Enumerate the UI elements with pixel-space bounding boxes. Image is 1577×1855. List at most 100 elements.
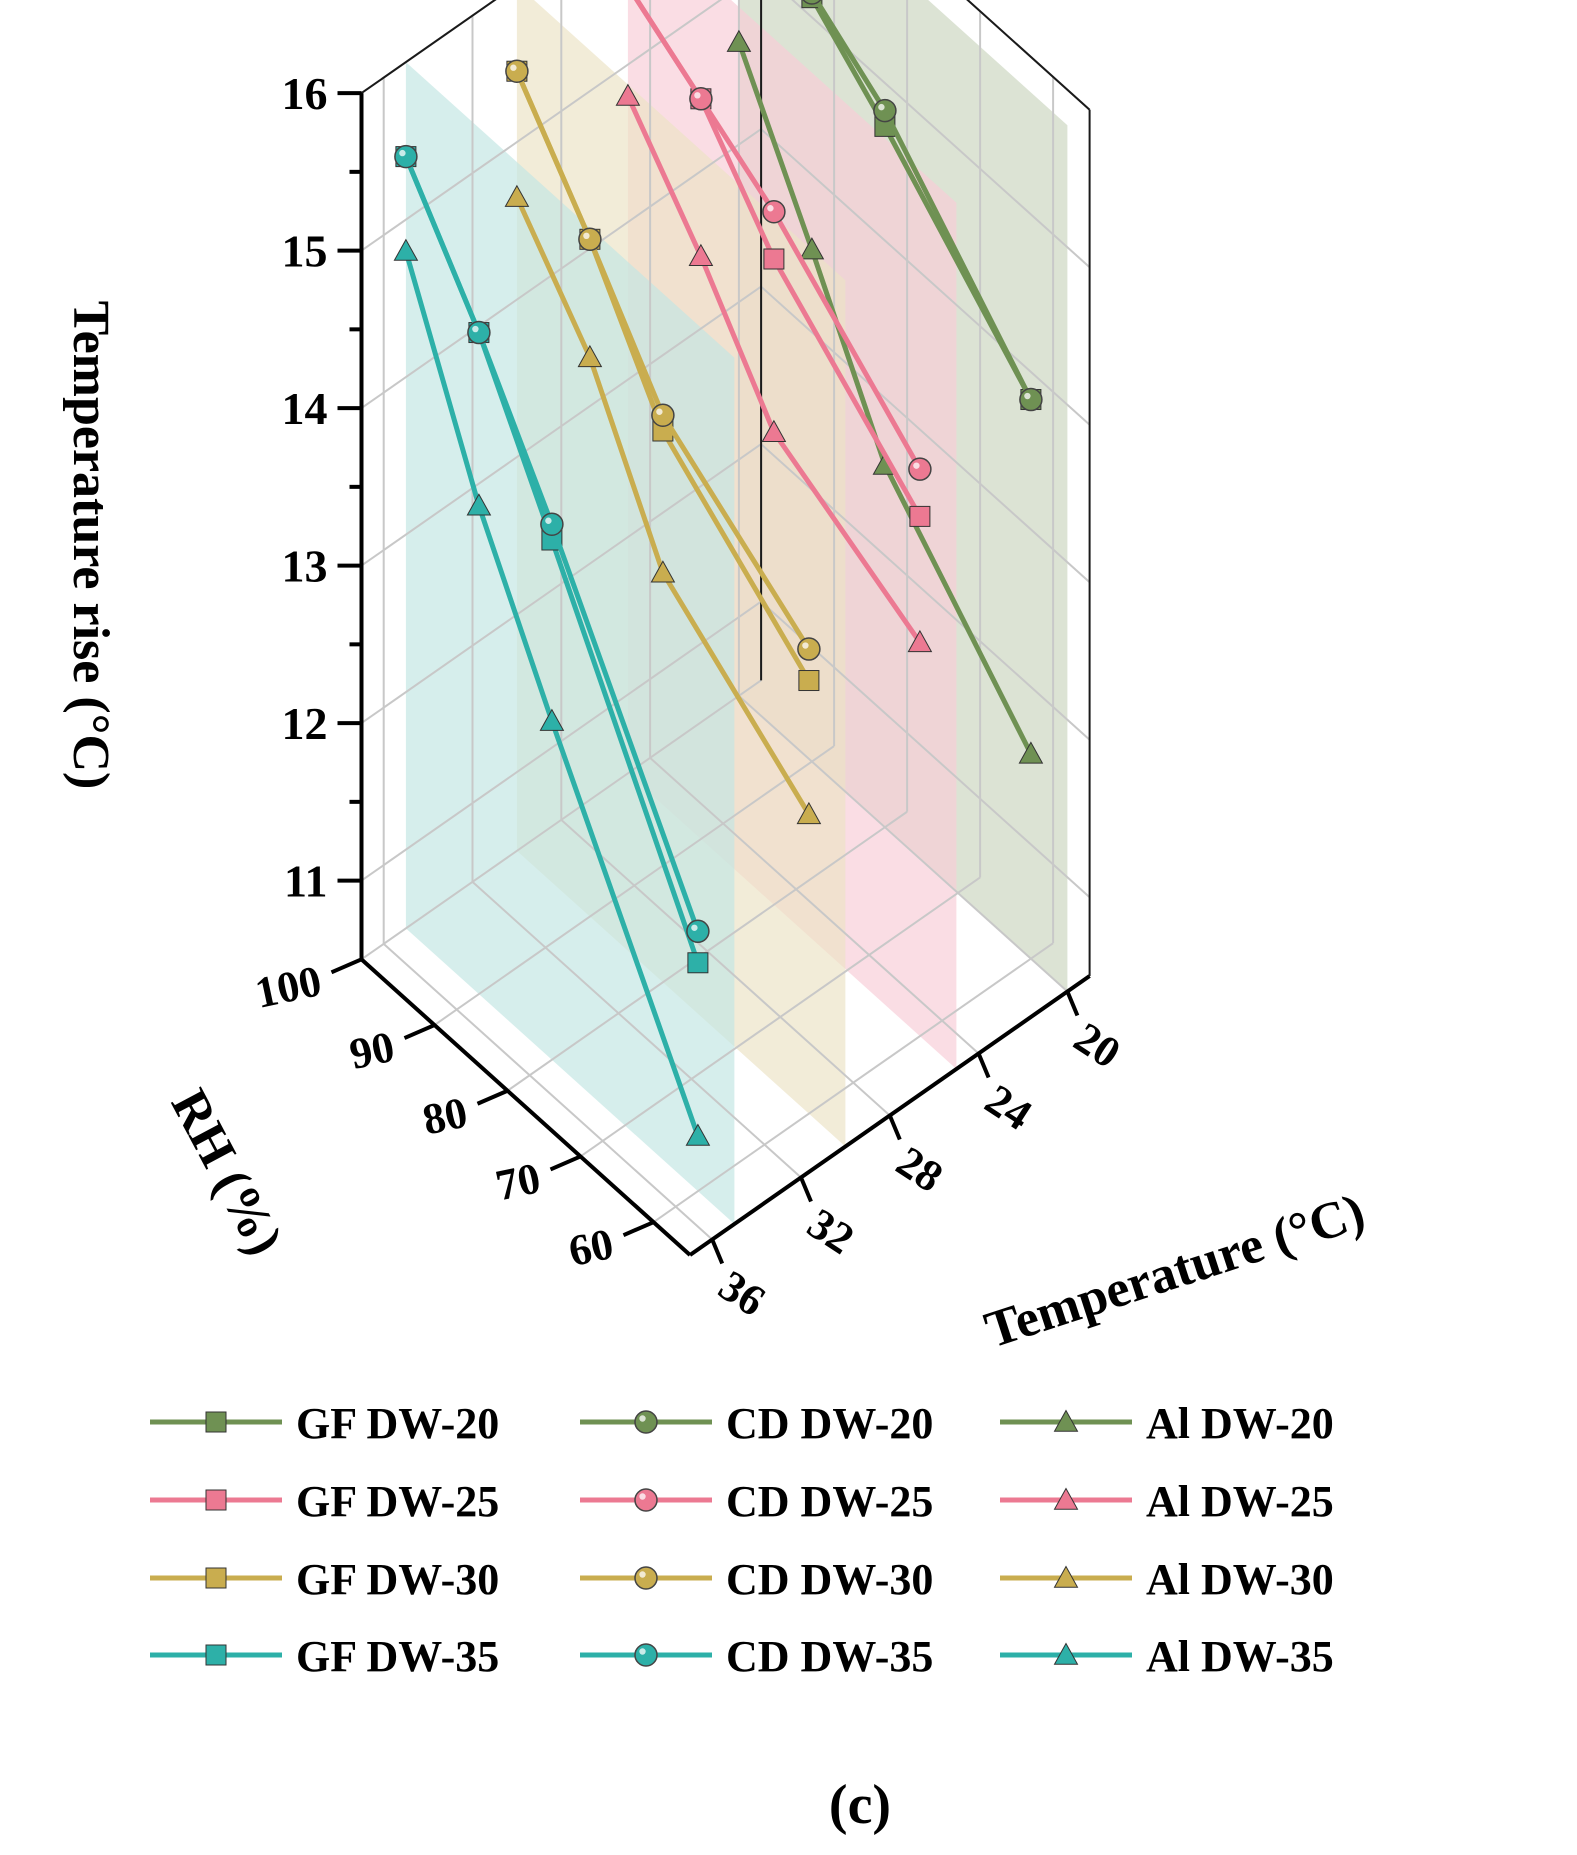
legend-label: Al DW-35 (1146, 1632, 1334, 1681)
legend-label: CD DW-20 (726, 1399, 933, 1448)
data-point (394, 144, 418, 169)
legend-marker-shine (639, 1571, 646, 1578)
legend-marker (634, 1488, 658, 1512)
z-tick-label: 15 (282, 226, 328, 277)
legend-label: GF DW-30 (296, 1555, 499, 1604)
rh-axis-line (360, 957, 692, 1257)
rh-tick-label: 70 (491, 1153, 544, 1210)
legend-marker (1053, 1642, 1079, 1665)
legend-item: CD DW-30 (580, 1555, 933, 1604)
data-point-shine (472, 325, 479, 333)
legend-label: Al DW-25 (1146, 1477, 1334, 1526)
series-line (514, 70, 812, 651)
grid-floor-t (471, 881, 802, 1179)
data-point (578, 227, 602, 252)
data-point-shine (656, 408, 663, 415)
data-point (762, 200, 786, 224)
series-al-dw-25 (615, 83, 933, 653)
data-point-shine (510, 64, 517, 71)
data-point (797, 637, 821, 661)
grid-floor-t (383, 943, 713, 1241)
data-point (539, 708, 565, 731)
legend-marker (1053, 1487, 1079, 1510)
temperature-tick-label: 36 (710, 1261, 774, 1326)
data-point-shine (399, 149, 406, 157)
legend-marker (205, 1567, 227, 1589)
legend-label: Al DW-20 (1146, 1399, 1334, 1448)
legend-item: Al DW-20 (1000, 1399, 1334, 1448)
data-point-shine (545, 517, 552, 524)
data-point (650, 560, 676, 583)
data-point (908, 457, 932, 481)
series-al-dw-35 (393, 238, 711, 1146)
grid-side-z (791, 0, 1091, 268)
legend-marker (205, 1489, 227, 1511)
z-axis-title: Temperature rise (°C) (62, 301, 119, 790)
grid-floor-r (579, 876, 981, 1158)
axes (330, 0, 1091, 1265)
legend-item: CD DW-20 (580, 1399, 933, 1448)
rh-tick-mark (622, 1220, 655, 1237)
legend-item: CD DW-25 (580, 1477, 933, 1526)
data-point (577, 344, 603, 368)
data-point (796, 801, 822, 825)
temperature-planes (405, 0, 1068, 1225)
rh-tick-label: 60 (564, 1219, 617, 1276)
legend-item: GF DW-20 (150, 1399, 499, 1448)
z-tick-label: 11 (284, 856, 327, 907)
data-point (688, 243, 714, 266)
data-point-shine (913, 462, 920, 469)
legend-label: GF DW-20 (296, 1399, 499, 1448)
data-point-shine (878, 103, 885, 111)
legend-marker (634, 1643, 658, 1667)
rh-tick-label: 100 (251, 956, 326, 1018)
rh-tick-mark (549, 1154, 582, 1172)
rh-tick-label: 80 (418, 1088, 471, 1145)
legend-item: GF DW-25 (150, 1477, 499, 1526)
legend-marker (634, 1410, 658, 1434)
data-point (504, 184, 530, 207)
series-cd-dw-25 (634, 0, 932, 481)
rh-tick-mark (403, 1023, 436, 1040)
series-line (403, 155, 701, 933)
legend-item: GF DW-30 (150, 1555, 499, 1604)
data-point (761, 419, 787, 442)
series-line (634, 0, 923, 471)
legend-item: GF DW-35 (150, 1632, 499, 1681)
legend-item: Al DW-35 (1000, 1632, 1334, 1681)
box-top-side-edge (966, 0, 1091, 111)
legend-marker (1053, 1409, 1079, 1432)
data-point (1019, 387, 1043, 412)
series-al-dw-30 (504, 184, 822, 825)
data-point (540, 512, 564, 536)
data-point (798, 670, 820, 692)
data-point (467, 320, 491, 345)
data-point (685, 1123, 711, 1146)
temperature-tick-mark (976, 1052, 991, 1079)
legend-marker (205, 1644, 227, 1666)
temperature-tick-mark (710, 1238, 725, 1265)
data-point (909, 505, 931, 527)
legend-label: GF DW-35 (296, 1632, 499, 1681)
grid-floor-t (738, 695, 1069, 993)
legend: GF DW-20 CD DW-20 Al DW-20 GF DW-25 CD DW-25… (150, 1399, 1334, 1681)
series-line (625, 95, 922, 644)
rh-tick-label: 90 (345, 1022, 398, 1079)
series-line (514, 196, 812, 816)
legend-label: GF DW-25 (296, 1477, 499, 1526)
data-point (1018, 741, 1044, 764)
data-point (689, 87, 713, 111)
series-line (810, 0, 1034, 401)
data-point (466, 493, 492, 516)
temperature-tick-mark (1065, 990, 1080, 1017)
legend-item: CD DW-35 (580, 1632, 933, 1681)
grid-side-z (760, 128, 1091, 426)
data-point (799, 237, 825, 260)
rh-tick-mark (330, 957, 363, 975)
legend-marker (205, 1411, 227, 1433)
data-point (802, 0, 822, 5)
grid-floor-r (433, 745, 835, 1026)
data-point (873, 98, 897, 123)
grid-floor-t (560, 819, 891, 1117)
